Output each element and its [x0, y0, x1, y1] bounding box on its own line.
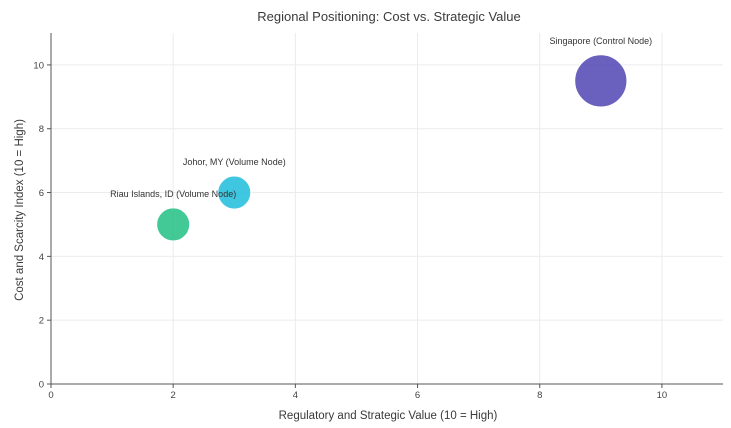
y-tick-label: 10	[33, 60, 44, 71]
x-tick-label: 4	[293, 390, 298, 401]
x-axis-title: Regulatory and Strategic Value (10 = Hig…	[279, 410, 498, 422]
point-label: Riau Islands, ID (Volume Node)	[110, 189, 236, 199]
tick-layer: 0 2 4 6 8 10 0 2 4 6 8 10	[33, 60, 667, 401]
x-tick-label: 2	[171, 390, 176, 401]
x-tick-label: 0	[48, 390, 53, 401]
y-tick-label: 8	[39, 124, 44, 135]
x-tick-label: 8	[537, 390, 542, 401]
y-axis-title: Cost and Scarcity Index (10 = High)	[14, 119, 26, 301]
x-tick-label: 10	[657, 390, 668, 401]
axis-layer	[50, 33, 723, 385]
y-tick-label: 4	[39, 252, 44, 263]
point-label: Johor, MY (Volume Node)	[183, 157, 286, 167]
bubble-point[interactable]	[156, 207, 191, 242]
y-tick-label: 2	[39, 316, 44, 327]
point-label: Singapore (Control Node)	[550, 36, 653, 46]
point-label-layer: Singapore (Control Node) Johor, MY (Volum…	[110, 36, 652, 199]
chart-title: Regional Positioning: Cost vs. Strategic…	[257, 9, 521, 24]
x-tick-label: 6	[415, 390, 420, 401]
bubble-layer	[156, 54, 628, 242]
y-tick-label: 0	[39, 380, 44, 391]
bubble-point[interactable]	[574, 54, 628, 108]
bubble-point[interactable]	[217, 175, 252, 210]
y-tick-label: 6	[39, 188, 44, 199]
